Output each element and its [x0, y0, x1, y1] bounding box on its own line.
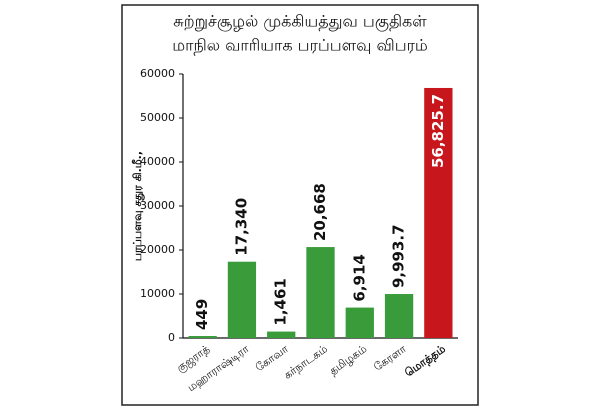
y-tick-label: 10000: [140, 287, 175, 300]
bar: [384, 294, 414, 338]
value-label: 1,461: [272, 278, 290, 325]
y-tick-label: 0: [168, 331, 175, 344]
bar: [345, 307, 374, 338]
bar: [306, 247, 335, 338]
bar: [188, 336, 217, 338]
bar: [227, 261, 257, 338]
y-tick-label: 60000: [140, 67, 175, 80]
y-tick-label: 50000: [140, 111, 175, 124]
chart-title: சுற்றுச்சூழல் முக்கியத்துவ பகுதிகள்: [173, 12, 427, 32]
value-label: 20,668: [311, 183, 329, 241]
y-tick-label: 30000: [140, 199, 175, 212]
value-label: 6,914: [350, 254, 368, 301]
y-tick-label: 40000: [140, 155, 175, 168]
chart-subtitle: மாநில வாரியாக பரப்பளவு விபரம்: [172, 36, 428, 55]
bar: [267, 331, 296, 338]
y-axis-label: பரப்பளவு சதுர கி.மீ.,: [131, 151, 145, 261]
value-label: 17,340: [232, 198, 250, 256]
bar: [424, 87, 453, 338]
y-tick-label: 20000: [140, 243, 175, 256]
value-label: 449: [193, 299, 211, 330]
value-label: 56,825.7: [429, 94, 447, 168]
value-label: 9,993.7: [390, 224, 408, 288]
